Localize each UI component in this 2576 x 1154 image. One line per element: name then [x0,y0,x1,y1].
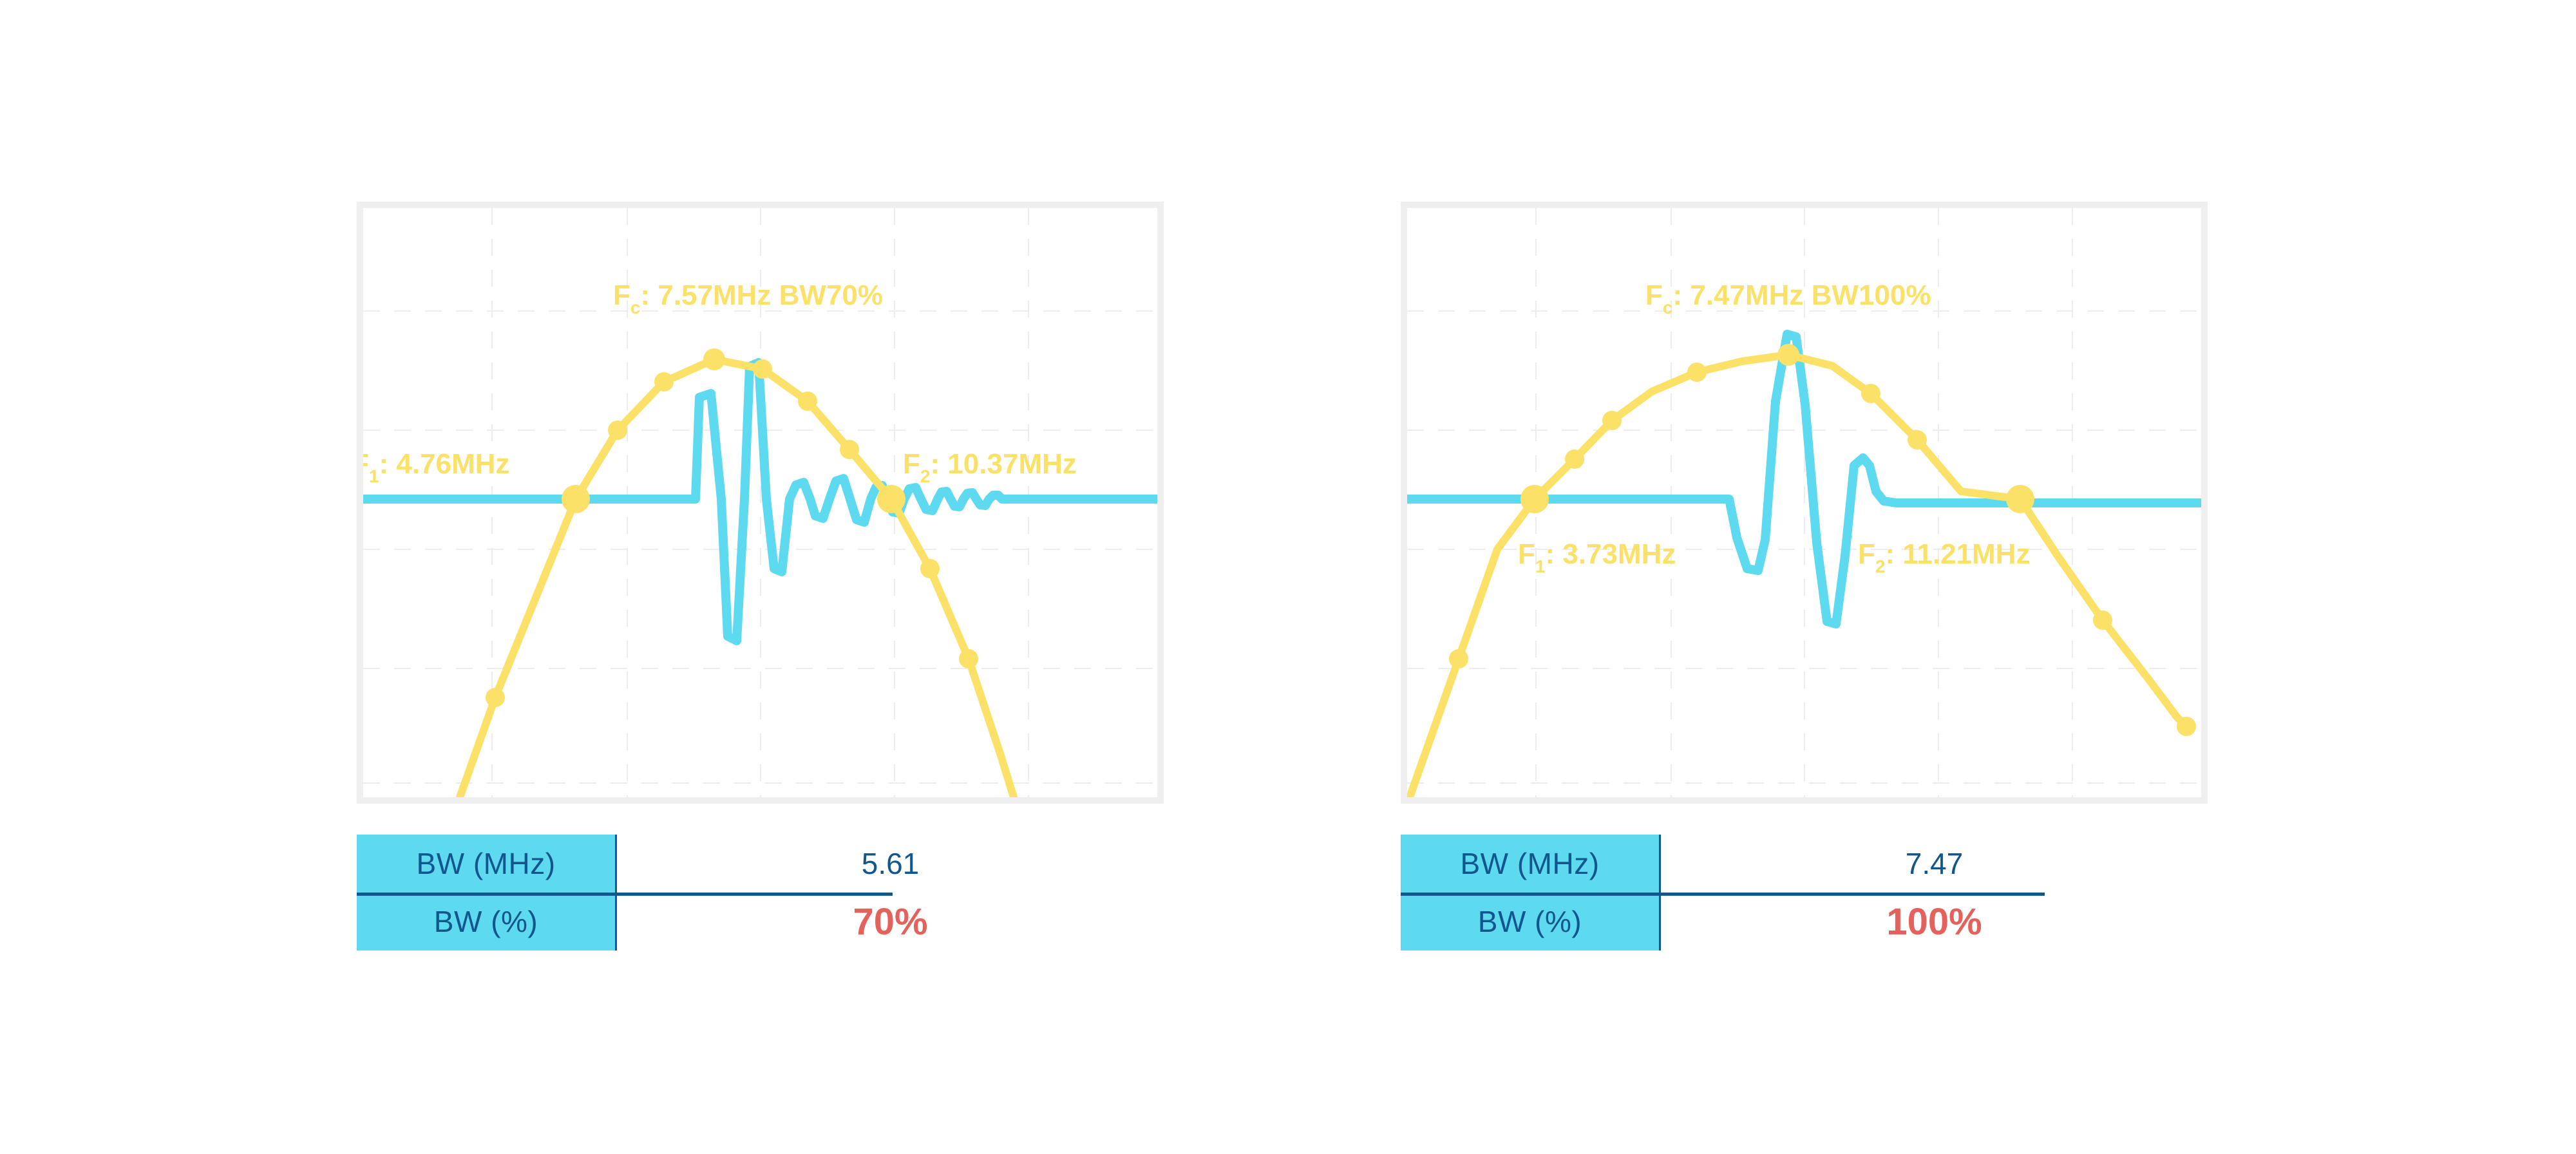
bw-mhz-value-cell-left: 5.61 [617,835,1164,893]
fc-text-left: : 7.57MHz BW70% [640,279,883,311]
fc-text-right: : 7.47MHz BW100% [1672,279,1931,311]
fc-annotation-right: Fc: 7.47MHz BW100% [1645,279,1931,317]
f2-subscript-left: 2 [920,466,931,486]
spectrum-markers-left [486,348,978,707]
bw-pct-label-right: BW (%) [1401,893,1661,951]
f2-annotation-right: F2: 11.21MHz [1858,538,2030,576]
bw-mhz-value-left: 5.61 [861,847,920,880]
fc-prefix-right: F [1645,279,1663,311]
f2-text-left: : 10.37MHz [930,448,1076,480]
f2-prefix-left: F [903,448,920,480]
spectrum-chart-left: Fc: 7.57MHz BW70% F1: 4.76MHz F2: 10.37M… [363,208,1157,797]
bw-pct-label-left: BW (%) [357,893,617,951]
f2-prefix-right: F [1858,538,1875,570]
spectrum-markers-right [1449,344,2196,736]
panel-right: Fc: 7.47MHz BW100% F1: 3.73MHz F2: 11.21… [1401,202,2208,951]
table-row: BW (MHz) 7.47 [1401,835,2208,893]
bw-mhz-value-cell-right: 7.47 [1661,835,2208,893]
f1-annotation-left: F1: 4.76MHz [363,448,509,486]
pulse-waveform-right [1407,330,2201,629]
f1-text-right: : 3.73MHz [1545,538,1676,570]
chart-frame-left: Fc: 7.57MHz BW70% F1: 4.76MHz F2: 10.37M… [357,202,1164,804]
panel-left: Fc: 7.57MHz BW70% F1: 4.76MHz F2: 10.37M… [357,202,1164,951]
bw-pct-value-cell-right: 100% [1661,893,2208,951]
bw-pct-value-right: 100% [1886,900,1982,943]
spectrum-curve-right [1407,351,2190,797]
spectrum-chart-right: Fc: 7.47MHz BW100% F1: 3.73MHz F2: 11.21… [1407,208,2201,797]
f2-text-right: : 11.21MHz [1885,538,2030,570]
bw-pct-value-left: 70% [853,900,928,943]
chart-frame-right: Fc: 7.47MHz BW100% F1: 3.73MHz F2: 11.21… [1401,202,2208,804]
fc-annotation-left: Fc: 7.57MHz BW70% [613,279,883,317]
f2-annotation-left: F2: 10.37MHz [903,448,1077,486]
table-row: BW (%) 100% [1401,893,2208,951]
bw-pct-value-cell-left: 70% [617,893,1164,951]
f1-subscript-right: 1 [1535,556,1546,576]
f1-prefix-right: F [1518,538,1535,570]
f1-text-left: : 4.76MHz [379,448,509,480]
fc-prefix-left: F [613,279,630,311]
bw-table-right: BW (MHz) 7.47 BW (%) 100% [1401,835,2208,951]
f1-prefix-left: F [363,448,369,480]
f1-subscript-left: 1 [369,466,379,486]
bw-mhz-label-right: BW (MHz) [1401,835,1661,893]
f1-annotation-right: F1: 3.73MHz [1518,538,1676,576]
bw-mhz-value-right: 7.47 [1905,847,1964,880]
table-divider-left [357,893,893,896]
fc-subscript-left: c [630,298,641,317]
fc-subscript-right: c [1663,298,1673,317]
table-divider-right [1401,893,2045,896]
f2-subscript-right: 2 [1875,556,1886,576]
table-row: BW (MHz) 5.61 [357,835,1164,893]
bw-table-left: BW (MHz) 5.61 BW (%) 70% [357,835,1164,951]
grid-lines [1407,208,2201,797]
bw-mhz-label-left: BW (MHz) [357,835,617,893]
table-row: BW (%) 70% [357,893,1164,951]
